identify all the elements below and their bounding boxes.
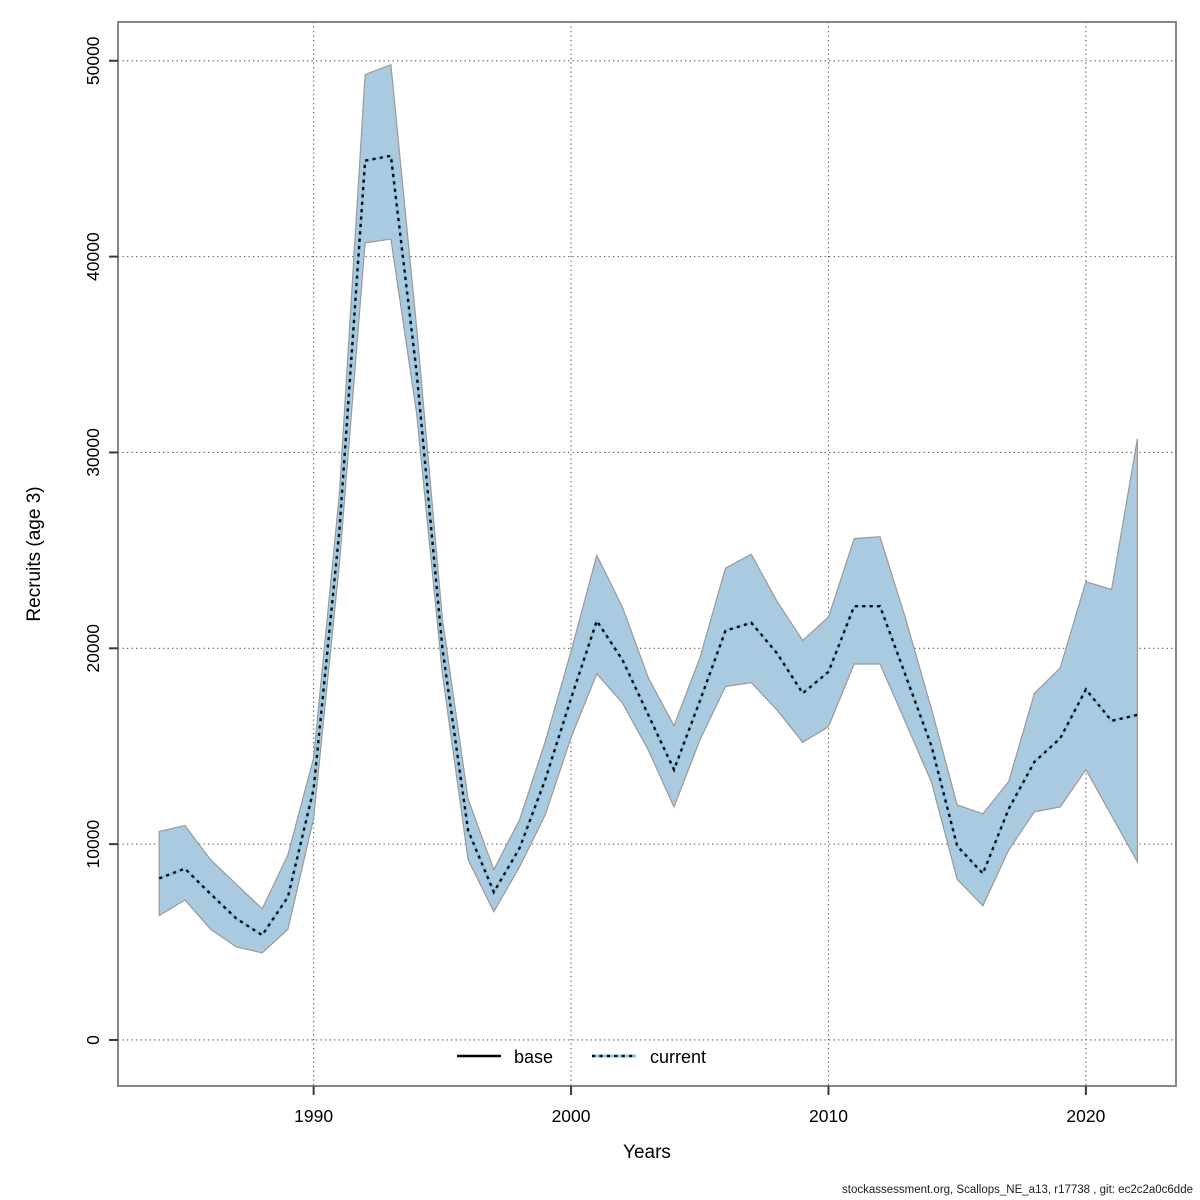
footer-citation: stockassessment.org, Scallops_NE_a13, r1… xyxy=(842,1184,1193,1196)
y-tick-label: 50000 xyxy=(83,36,103,85)
legend-current-label: current xyxy=(650,1047,706,1067)
legend: base current xyxy=(457,1047,706,1067)
x-tick-label: 2020 xyxy=(1066,1106,1105,1126)
legend-base-label: base xyxy=(514,1047,553,1067)
x-tick-label: 2010 xyxy=(809,1106,848,1126)
axis-tick-labels: 0 10000 20000 30000 40000 50000 1990 2000 2010 20… xyxy=(83,36,1106,1126)
x-axis-title: Years xyxy=(623,1142,671,1163)
y-tick-label: 0 xyxy=(83,1035,103,1045)
plot-border xyxy=(117,21,1177,1087)
current-line xyxy=(158,154,1138,937)
x-tick-label: 2000 xyxy=(552,1106,591,1126)
y-tick-label: 40000 xyxy=(83,232,103,281)
axis-ticks xyxy=(109,59,1087,1095)
confidence-band xyxy=(158,63,1139,954)
x-tick-label: 1990 xyxy=(294,1106,333,1126)
y-tick-label: 10000 xyxy=(83,820,103,869)
y-tick-label: 30000 xyxy=(83,428,103,477)
y-axis-title: Recruits (age 3) xyxy=(24,486,45,621)
y-tick-label: 20000 xyxy=(83,624,103,673)
